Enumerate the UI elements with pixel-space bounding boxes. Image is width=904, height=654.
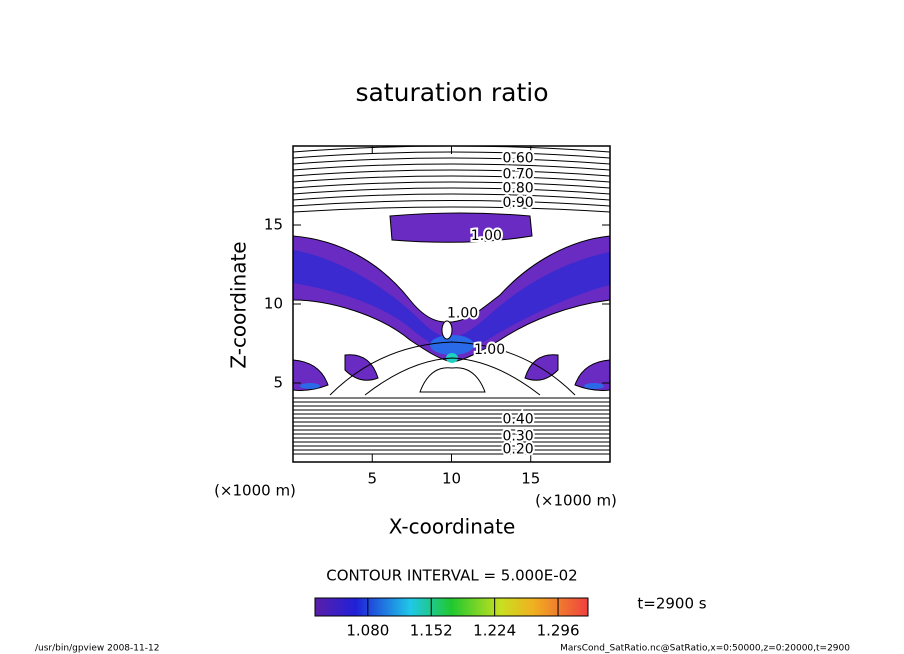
colorbar-tick-label: 1.224 [473,622,516,640]
y-tick-label: 15 [264,216,283,234]
footer-right: MarsCond_SatRatio.nc@SatRatio,x=0:50000,… [560,644,850,654]
contour-label: 0.20 [502,441,533,457]
x-tick-label: 10 [442,470,461,488]
contour-label: 0.60 [502,151,533,167]
contour-label: 0.30 [502,429,533,445]
colorbar-tick-label: 1.296 [537,622,580,640]
contour-label: 1.00 [474,342,505,358]
contour-label: 1.00 [447,305,478,321]
contour-label: 0.70 [502,166,533,182]
contour-label: 0.40 [502,411,533,427]
time-label: t=2900 s [637,595,706,613]
contour-label: 0.90 [502,195,533,211]
x-tick-label: 15 [521,470,540,488]
contour-label: 1.00 [471,228,502,244]
y-unit: (×1000 m) [214,482,296,500]
x-tick-label: 5 [367,470,377,488]
colorbar-tick-label: 1.080 [346,622,389,640]
y-axis-label: Z-coordinate [227,241,251,368]
chart-title: saturation ratio [355,78,548,107]
colorbar-tick-label: 1.152 [410,622,453,640]
y-tick-label: 10 [264,295,283,313]
y-tick-label: 5 [273,374,283,392]
contour-field [293,146,610,455]
contour-interval: CONTOUR INTERVAL = 5.000E-02 [326,567,577,585]
x-unit: (×1000 m) [535,492,617,510]
colorbar [314,597,589,617]
contour-label: 0.80 [502,181,533,197]
footer-left: /usr/bin/gpview 2008-11-12 [35,644,159,654]
x-axis-label: X-coordinate [389,515,516,539]
